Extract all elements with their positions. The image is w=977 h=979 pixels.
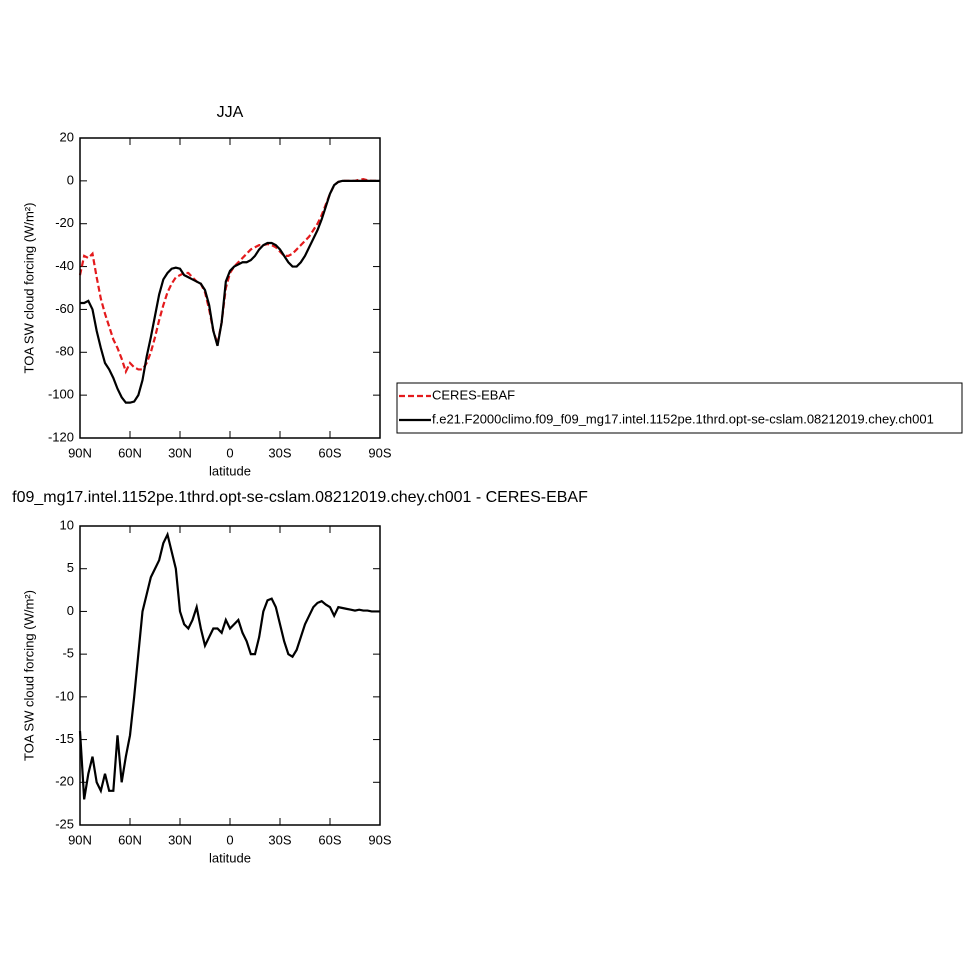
y-tick-label: -15	[55, 731, 74, 746]
plot-frame	[79, 137, 381, 439]
y-tick-label: 0	[67, 603, 74, 618]
data-line	[80, 179, 380, 404]
y-tick-label: -80	[55, 344, 74, 359]
x-axis-label: latitude	[209, 463, 251, 478]
y-tick-label: -60	[55, 301, 74, 316]
y-tick-label: 0	[67, 172, 74, 187]
data-line	[78, 178, 380, 375]
x-tick-label: 60N	[118, 832, 142, 847]
x-tick-label: 30N	[168, 832, 192, 847]
y-tick-label: -10	[55, 688, 74, 703]
x-tick-label: 0	[226, 445, 233, 460]
legend-box	[396, 382, 963, 434]
legend-label: f.e21.F2000climo.f09_f09_mg17.intel.1152…	[432, 411, 934, 426]
y-tick-label: -100	[48, 387, 74, 402]
y-tick-label: 10	[60, 517, 74, 532]
chart-title: f09_mg17.intel.1152pe.1thrd.opt-se-cslam…	[12, 489, 588, 506]
y-tick-label: -20	[55, 774, 74, 789]
x-tick-label: 30S	[268, 445, 291, 460]
plot-frame	[79, 525, 381, 826]
y-tick-label: -20	[55, 215, 74, 230]
y-tick-label: -40	[55, 258, 74, 273]
y-tick-label: -5	[62, 646, 74, 661]
y-tick-label: -120	[48, 429, 74, 444]
y-tick-label: -25	[55, 816, 74, 831]
x-tick-label: 60S	[318, 445, 341, 460]
legend-label: CERES-EBAF	[432, 387, 515, 402]
x-tick-label: 60N	[118, 445, 142, 460]
x-tick-label: 30N	[168, 445, 192, 460]
chart-title: JJA	[217, 104, 244, 121]
x-tick-label: 90N	[68, 832, 92, 847]
x-tick-label: 90N	[68, 445, 92, 460]
y-axis-label: TOA SW cloud forcing (W/m²)	[21, 590, 36, 761]
x-axis-label: latitude	[209, 850, 251, 865]
y-tick-label: 20	[60, 129, 74, 144]
x-tick-label: 30S	[268, 832, 291, 847]
x-tick-label: 0	[226, 832, 233, 847]
x-tick-label: 60S	[318, 832, 341, 847]
y-tick-label: 5	[67, 560, 74, 575]
data-line	[78, 531, 380, 800]
y-axis-label: TOA SW cloud forcing (W/m²)	[21, 203, 36, 374]
x-tick-label: 90S	[368, 832, 391, 847]
x-tick-label: 90S	[368, 445, 391, 460]
